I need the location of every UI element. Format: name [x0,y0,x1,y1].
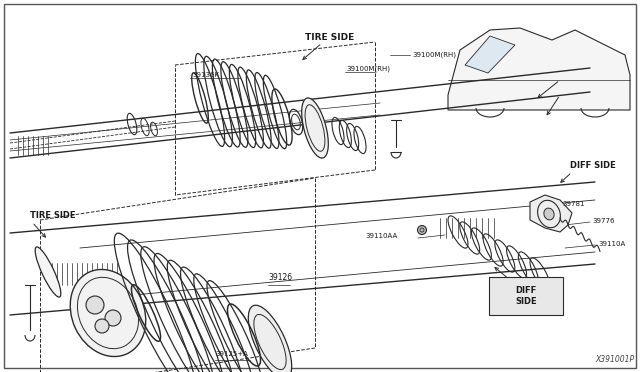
Text: 39110AA: 39110AA [365,233,398,239]
Text: DIFF
SIDE: DIFF SIDE [515,286,537,306]
Text: 39100M(RH): 39100M(RH) [346,66,390,72]
Text: TIRE SIDE: TIRE SIDE [30,211,76,219]
Polygon shape [448,28,630,110]
Text: 39125+A: 39125+A [215,351,248,357]
Ellipse shape [417,225,426,234]
Ellipse shape [95,319,109,333]
FancyBboxPatch shape [489,277,563,315]
Text: 39781: 39781 [562,201,584,207]
Text: 39136K: 39136K [192,72,219,78]
Text: DIFF SIDE: DIFF SIDE [570,160,616,170]
Polygon shape [530,195,572,232]
Ellipse shape [86,296,104,314]
Text: 39100M(RH): 39100M(RH) [412,52,456,58]
Ellipse shape [105,310,121,326]
Text: TIRE SIDE: TIRE SIDE [305,32,355,42]
Text: 39776: 39776 [592,218,614,224]
Polygon shape [465,36,515,73]
Ellipse shape [248,305,292,372]
Ellipse shape [70,269,146,356]
Text: 39110A: 39110A [598,241,625,247]
Text: X391001P: X391001P [595,355,634,364]
Ellipse shape [301,98,328,158]
Ellipse shape [544,208,554,220]
Ellipse shape [35,247,61,297]
Text: 39126: 39126 [268,273,292,282]
